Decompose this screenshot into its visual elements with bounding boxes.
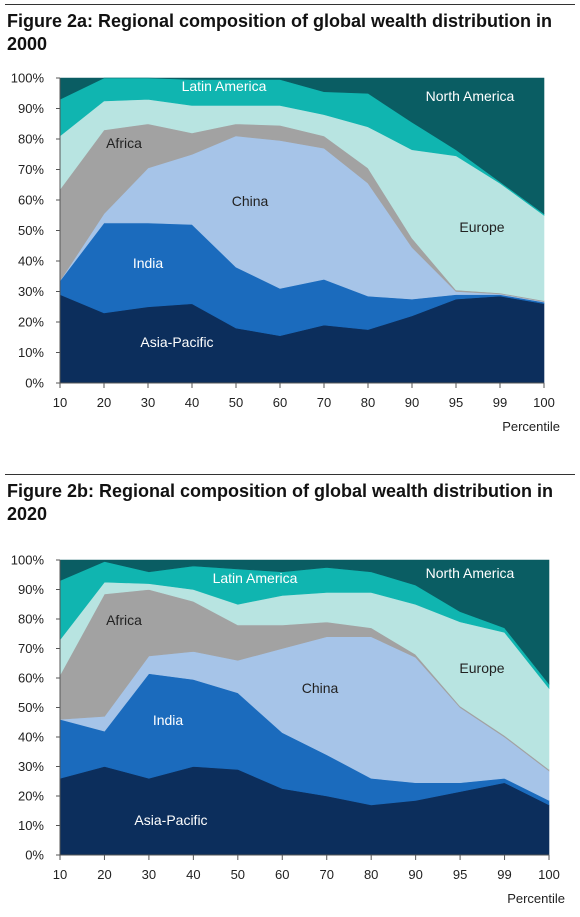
- series-area-north-america: [59, 77, 545, 215]
- series-label-asia-pacific: Asia-Pacific: [140, 334, 213, 350]
- figure-2a: Figure 2a: Regional composition of globa…: [0, 0, 580, 455]
- y-tick-label: 40%: [18, 254, 44, 269]
- y-tick-label: 50%: [18, 223, 44, 238]
- x-tick-label: 80: [361, 395, 375, 410]
- x-tick-label: 100: [533, 395, 555, 410]
- x-tick-label: 50: [231, 867, 245, 882]
- y-tick-label: 50%: [18, 700, 44, 715]
- area-chart-2020: 0% 10% 20% 30% 40% 50% 60% 70% 80% 90% 100% 10 20 30 4…: [11, 553, 565, 907]
- x-tick-label: 70: [317, 395, 331, 410]
- series-label-africa: Africa: [106, 612, 142, 628]
- x-tick-label: 60: [273, 395, 287, 410]
- series-area-north-america: [59, 559, 550, 685]
- series-label-india: India: [133, 255, 164, 271]
- y-tick-label: 60%: [18, 193, 44, 208]
- plot-area: [59, 77, 545, 384]
- x-tick-label: 20: [97, 867, 111, 882]
- x-tick-label: 80: [364, 867, 378, 882]
- series-label-china: China: [302, 680, 339, 696]
- series-label-india: India: [153, 712, 184, 728]
- y-tick-label: 90%: [18, 101, 44, 116]
- x-tick-label: 20: [97, 395, 111, 410]
- y-tick-label: 80%: [18, 132, 44, 147]
- plot-area: [59, 559, 550, 856]
- x-tick-label: 50: [229, 395, 243, 410]
- y-tick-label: 0%: [25, 376, 44, 391]
- y-tick-label: 30%: [18, 759, 44, 774]
- figure-2b: Figure 2b: Regional composition of globa…: [0, 470, 580, 917]
- x-tick-label: 60: [275, 867, 289, 882]
- series-label-europe: Europe: [459, 219, 504, 235]
- x-tick-label: 70: [319, 867, 333, 882]
- x-tick-label: 10: [53, 395, 67, 410]
- x-tick-label: 100: [538, 867, 560, 882]
- series-label-north-america: North America: [426, 88, 515, 104]
- y-tick-label: 70%: [18, 641, 44, 656]
- x-tick-label: 99: [497, 867, 511, 882]
- x-axis-title: Percentile: [507, 891, 565, 906]
- y-tick-label: 20%: [18, 315, 44, 330]
- x-tick-label: 40: [185, 395, 199, 410]
- y-tick-label: 20%: [18, 789, 44, 804]
- y-tick-label: 70%: [18, 162, 44, 177]
- x-tick-label: 99: [493, 395, 507, 410]
- x-tick-label: 90: [405, 395, 419, 410]
- series-label-latin-america: Latin America: [182, 78, 267, 94]
- chart-title: Figure 2b: Regional composition of globa…: [7, 481, 553, 524]
- y-tick-label: 0%: [25, 848, 44, 863]
- series-label-north-america: North America: [426, 565, 515, 581]
- title-rule: [5, 474, 575, 475]
- x-tick-label: 30: [142, 867, 156, 882]
- y-tick-label: 80%: [18, 612, 44, 627]
- y-tick-label: 100%: [11, 71, 45, 86]
- y-tick-label: 90%: [18, 582, 44, 597]
- x-tick-label: 90: [408, 867, 422, 882]
- x-tick-label: 30: [141, 395, 155, 410]
- title-rule: [5, 4, 575, 5]
- x-tick-label: 95: [453, 867, 467, 882]
- x-tick-label: 10: [53, 867, 67, 882]
- x-axis-title: Percentile: [502, 419, 560, 434]
- x-tick-label: 95: [449, 395, 463, 410]
- series-label-latin-america: Latin America: [213, 570, 298, 586]
- y-tick-label: 10%: [18, 345, 44, 360]
- series-label-europe: Europe: [459, 660, 504, 676]
- x-tick-label: 40: [186, 867, 200, 882]
- chart-title: Figure 2a: Regional composition of globa…: [7, 11, 553, 54]
- series-label-africa: Africa: [106, 135, 142, 151]
- y-tick-label: 40%: [18, 730, 44, 745]
- y-tick-label: 30%: [18, 284, 44, 299]
- area-chart-2000: 0% 10% 20% 30% 40% 50% 60% 70% 80% 90% 100% 10 20 30 4…: [11, 71, 560, 435]
- series-label-china: China: [232, 193, 269, 209]
- series-label-asia-pacific: Asia-Pacific: [134, 812, 207, 828]
- y-tick-label: 60%: [18, 671, 44, 686]
- y-tick-label: 10%: [18, 818, 44, 833]
- y-tick-label: 100%: [11, 553, 45, 568]
